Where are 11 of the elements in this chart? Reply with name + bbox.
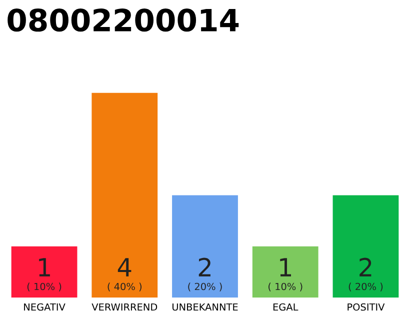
x-tick-label: UNBEKANNTE [172,303,238,311]
data-label: 2 ( 20% ) [348,258,383,292]
x-tick-label: EGAL [273,303,298,311]
data-label: 2 ( 20% ) [188,258,222,292]
data-label: 1 ( 10% ) [27,258,62,292]
x-tick-label: NEGATIV [24,303,66,311]
data-label: 4 ( 40% ) [108,258,142,292]
x-tick-label: POSITIV [348,303,385,311]
data-label: 1 ( 10% ) [268,258,302,292]
chart-title: 08002200014 [8,8,239,32]
x-tick-label: VERWIRREND [92,303,158,311]
